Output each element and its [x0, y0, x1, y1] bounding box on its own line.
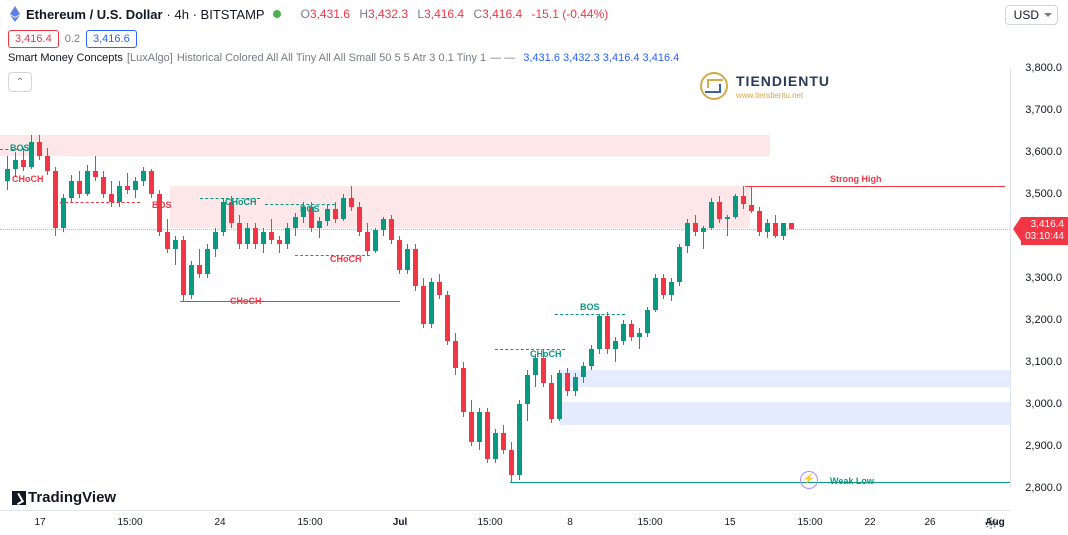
ask-tag[interactable]: 3,416.6	[86, 30, 137, 48]
structure-line	[555, 314, 625, 315]
time-axis-tick: 15:00	[477, 517, 502, 528]
price-axis[interactable]: 3,800.03,700.03,600.03,500.03,400.03,300…	[1010, 68, 1068, 488]
bid-tag[interactable]: 3,416.4	[8, 30, 59, 48]
current-price-label: 3,416.403:10:44	[1021, 217, 1068, 245]
smc-label: BOS	[152, 200, 172, 210]
tradingview-logo[interactable]: TradingView	[12, 489, 116, 506]
price-axis-tick: 3,600.0	[1025, 146, 1062, 158]
price-axis-tick: 3,800.0	[1025, 62, 1062, 74]
time-axis-tick: 8	[567, 517, 573, 528]
structure-line	[510, 482, 1010, 483]
red-zone	[170, 186, 750, 228]
time-axis-tick: Aug	[985, 517, 1004, 528]
red-zone	[0, 135, 770, 156]
time-axis-tick: 26	[924, 517, 935, 528]
chart-plot-area[interactable]: BOS CHoCH BOS CHoCH BOS CHoCH CHoCH CHoCH BOS Str…	[0, 68, 1010, 488]
time-axis[interactable]: 17 15:00 24 15:00 Jul 15:00 8 15:00 15 15:00 22 26 A…	[0, 510, 1010, 534]
smc-label: Strong High	[830, 174, 882, 184]
smc-label: BOS	[10, 143, 30, 153]
price-axis-tick: 3,300.0	[1025, 272, 1062, 284]
time-axis-tick: 15:00	[797, 517, 822, 528]
tv-logo-icon	[12, 491, 26, 505]
bid-ask-tags: 3,416.4 0.2 3,416.6	[8, 30, 137, 48]
time-axis-tick: 15:00	[117, 517, 142, 528]
ethereum-icon	[8, 7, 22, 21]
price-axis-tick: 3,000.0	[1025, 398, 1062, 410]
smc-label: BOS	[300, 204, 320, 214]
ohlc-values: O3,431.6 H3,432.3 L3,416.4 C3,416.4 -15.…	[295, 7, 609, 21]
smc-label: CHoCH	[225, 197, 257, 207]
time-axis-tick: 15:00	[297, 517, 322, 528]
smc-label: CHoCH	[330, 254, 362, 264]
price-axis-tick: 2,800.0	[1025, 482, 1062, 494]
smc-label: Weak Low	[830, 476, 874, 486]
current-price-line	[0, 229, 1010, 230]
time-axis-tick: 24	[214, 517, 225, 528]
smc-label: BOS	[580, 302, 600, 312]
lightning-icon[interactable]: ⚡	[800, 471, 818, 489]
time-axis-tick: 15	[724, 517, 735, 528]
time-axis-tick: 15:00	[637, 517, 662, 528]
chart-header: Ethereum / U.S. Dollar · 4h · BITSTAMP O…	[0, 0, 1068, 28]
price-axis-tick: 3,100.0	[1025, 356, 1062, 368]
price-axis-tick: 3,500.0	[1025, 188, 1062, 200]
structure-line	[60, 202, 140, 203]
smc-label: CHoCH	[12, 174, 44, 184]
price-axis-tick: 3,200.0	[1025, 314, 1062, 326]
smc-label: CHoCH	[530, 349, 562, 359]
blue-zone	[560, 402, 1010, 425]
time-axis-tick: Jul	[393, 517, 407, 528]
structure-line	[180, 301, 400, 302]
indicator-row[interactable]: Smart Money Concepts [LuxAlgo] Historica…	[8, 52, 679, 64]
price-axis-tick: 3,700.0	[1025, 104, 1062, 116]
market-status-dot	[273, 10, 281, 18]
smc-label: CHoCH	[230, 296, 262, 306]
blue-zone	[560, 370, 1010, 387]
structure-line	[745, 186, 1005, 187]
time-axis-tick: 17	[34, 517, 45, 528]
spread-value: 0.2	[65, 33, 80, 45]
symbol-title[interactable]: Ethereum / U.S. Dollar	[26, 7, 163, 22]
interval[interactable]: · 4h · BITSTAMP	[167, 7, 265, 22]
price-axis-tick: 2,900.0	[1025, 440, 1062, 452]
time-axis-tick: 22	[864, 517, 875, 528]
currency-dropdown[interactable]: USD	[1005, 5, 1058, 25]
